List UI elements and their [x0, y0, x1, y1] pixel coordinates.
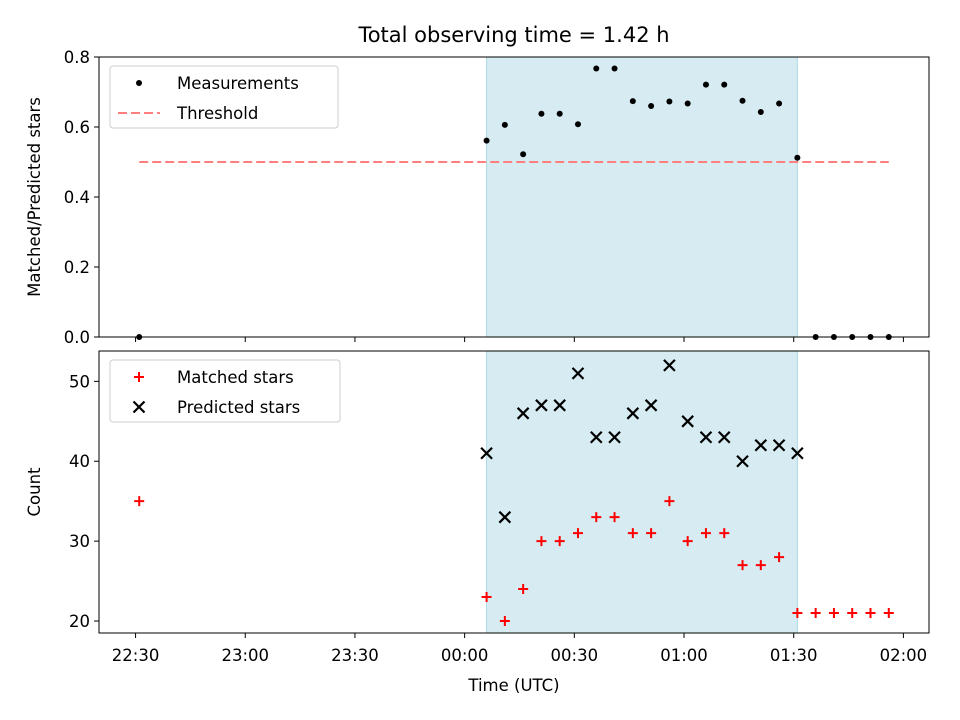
observing-span	[486, 350, 798, 634]
predicted-star-point	[754, 438, 768, 452]
measurement-point	[739, 97, 746, 104]
matched-star-point	[883, 608, 894, 619]
measurement-point	[721, 81, 728, 88]
y-tick-label: 0.0	[64, 328, 90, 347]
plot-frame	[98, 350, 930, 634]
matched-star-point	[774, 552, 785, 563]
measurement-point	[611, 65, 618, 72]
predicted-star-point	[681, 415, 694, 428]
legend-box	[109, 359, 341, 423]
legend-label: Matched stars	[177, 368, 294, 387]
predicted-star-point	[791, 446, 804, 460]
top-panel: 0.0 0.2 0.4 0.6 0.8 Matched/Predicted stars Me…	[25, 48, 930, 347]
x-axis-label: Time (UTC)	[467, 676, 559, 695]
matched-star-point	[737, 560, 748, 571]
x-tick-label: 02:00	[880, 646, 928, 665]
matched-star-point	[755, 560, 766, 571]
predicted-star-point	[736, 454, 749, 468]
y-tick-label: 0.8	[64, 48, 90, 67]
predicted-star-point	[553, 399, 566, 412]
measurement-point	[684, 100, 691, 107]
matched-star-point	[865, 608, 876, 619]
y-tick-label: 0.2	[64, 258, 90, 277]
measurement-point	[702, 81, 709, 88]
legend-label: Predicted stars	[177, 398, 300, 417]
legend-x-swatch	[132, 400, 146, 414]
y-tick-label: 0.6	[64, 118, 90, 137]
measurement-point	[776, 100, 783, 107]
x-tick-label: 23:30	[331, 646, 379, 665]
matched-star-point	[518, 584, 529, 595]
measurement-point	[666, 98, 673, 105]
measurement-point	[520, 151, 527, 158]
measurement-point	[501, 121, 508, 128]
measurement-point	[538, 110, 545, 117]
matched-star-point	[810, 608, 821, 619]
predicted-star-point	[480, 446, 493, 460]
predicted-star-point	[608, 431, 621, 444]
x-tick-label: 00:00	[441, 646, 489, 665]
matched-star-point	[609, 512, 620, 523]
matched-star-point	[591, 512, 602, 523]
predicted-star-point	[535, 399, 548, 412]
predicted-star-point	[699, 431, 713, 444]
y-tick-label: 0.4	[64, 188, 90, 207]
matched-star-point	[792, 608, 803, 619]
matched-star-point	[847, 608, 858, 619]
predicted-star-point	[498, 510, 512, 524]
x-tick-label: 01:30	[770, 646, 818, 665]
matched-star-point	[627, 528, 638, 539]
matched-star-point	[700, 528, 711, 539]
legend: Matched stars Predicted stars	[109, 359, 341, 423]
matched-star-point	[134, 496, 145, 507]
measurement-point	[593, 65, 600, 72]
y-axis-label: Matched/Predicted stars	[25, 97, 44, 297]
matched-star-point	[536, 536, 547, 547]
y-tick-label: 20	[69, 612, 90, 631]
measurement-point	[483, 137, 490, 144]
matched-star-point	[682, 536, 693, 547]
matched-star-point	[481, 592, 492, 603]
matched-star-point	[499, 616, 510, 627]
matched-star-point	[646, 528, 657, 539]
legend-box	[109, 65, 339, 129]
predicted-star-point	[663, 359, 676, 372]
measurement-point	[757, 108, 764, 115]
bottom-panel: 20 30 40 50 22:30 23:00 23:30 00:00 00:30 01:00 01…	[25, 350, 930, 665]
legend-plus-swatch	[134, 372, 144, 382]
predicted-star-point	[626, 407, 640, 420]
matched-star-point	[572, 528, 583, 539]
observing-span	[486, 56, 798, 338]
legend-label: Threshold	[176, 104, 258, 123]
measurement-point	[556, 110, 563, 117]
y-axis-label: Count	[25, 467, 44, 517]
predicted-star-point	[589, 431, 603, 444]
predicted-star-point	[644, 399, 658, 412]
predicted-star-point	[717, 431, 731, 444]
predicted-star-point	[571, 367, 585, 380]
legend: Measurements Threshold	[109, 65, 339, 129]
measurement-point	[629, 98, 636, 105]
measurement-point	[574, 121, 581, 128]
x-tick-label: 22:30	[112, 646, 160, 665]
plot-frame	[98, 56, 930, 338]
y-tick-label: 40	[69, 452, 90, 471]
predicted-star-point	[772, 438, 786, 452]
x-tick-label: 01:00	[660, 646, 708, 665]
matched-star-point	[554, 536, 565, 547]
matched-star-point	[664, 496, 675, 507]
y-tick-label: 50	[69, 372, 90, 391]
measurement-point	[648, 103, 655, 109]
matched-star-point	[719, 528, 730, 539]
x-tick-label: 00:30	[551, 646, 599, 665]
measurement-point	[794, 154, 801, 161]
chart-title: Total observing time = 1.42 h	[357, 23, 669, 47]
matched-star-point	[828, 608, 839, 619]
legend-dot-swatch	[136, 80, 142, 86]
y-tick-label: 30	[69, 532, 90, 551]
legend-label: Measurements	[177, 74, 299, 93]
x-tick-label: 23:00	[221, 646, 269, 665]
predicted-star-point	[516, 407, 530, 420]
